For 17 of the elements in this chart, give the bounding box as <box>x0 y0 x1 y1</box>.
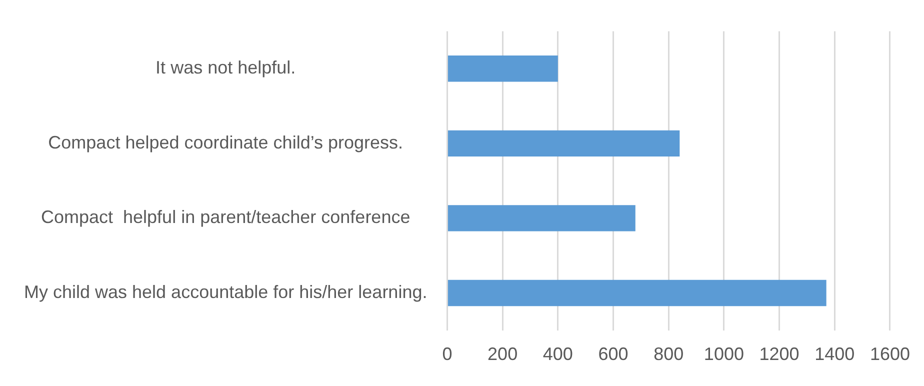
y-tick-label: Compact helped coordinate child’s progress. <box>48 132 404 152</box>
x-tick-label: 800 <box>654 344 684 364</box>
x-tick-label: 200 <box>488 344 518 364</box>
x-tick-label: 1400 <box>814 344 855 364</box>
x-tick-label: 600 <box>598 344 628 364</box>
x-tick-label: 0 <box>442 344 452 364</box>
bar <box>448 130 680 157</box>
x-tick-label: 1200 <box>759 344 800 364</box>
y-tick-label: It was not helpful. <box>156 58 296 78</box>
bar <box>448 56 558 82</box>
bar <box>448 280 826 306</box>
x-tick-label: 1000 <box>704 344 744 364</box>
y-tick-label: My child was held accountable for his/her learning. <box>24 282 428 302</box>
y-tick-label: Compact helpful in parent/teacher conference <box>40 207 410 228</box>
bar <box>448 205 636 232</box>
x-tick-label: 1600 <box>870 344 910 364</box>
x-tick-label: 400 <box>542 344 573 364</box>
